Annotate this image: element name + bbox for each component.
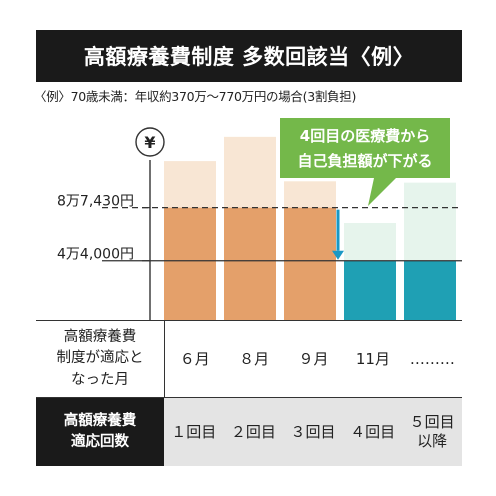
count-cell-text: ４回目: [350, 422, 396, 441]
count-cell-text: ５回目: [409, 413, 455, 432]
applied-month-header-line: 制度が適応と: [56, 350, 144, 367]
bar-total: [344, 223, 396, 261]
reduction-arrow-head: [332, 250, 344, 260]
count-cell-text: １回目: [171, 422, 217, 441]
applied-month-header-line: 高額療養費: [63, 329, 137, 346]
month-cell: ９月: [298, 349, 329, 368]
application-count-row: 高額療養費 適応回数 １回目 ２回目 ３回目 ４回目 ５回目 以降: [36, 398, 462, 466]
count-cell: １回目: [164, 398, 224, 466]
bar-total: [404, 182, 456, 261]
bar-total: [164, 161, 216, 208]
reference-line-label: 8万7,430円: [57, 194, 134, 210]
applied-month-header: 高額療養費 制度が適応と なった月: [36, 321, 165, 397]
count-cell-text: ２回目: [230, 422, 276, 441]
application-count-header: 高額療養費 適応回数: [36, 398, 164, 466]
info-table: 高額療養費 制度が適応と なった月 ６月 ８月 ９月 11月 ……… 高額療養費…: [36, 320, 462, 467]
bar-total: [224, 136, 276, 208]
count-cell-text: 以降: [417, 432, 448, 450]
chart-subtitle: 〈例〉70歳未満：年収約370万～770万円の場合(3割負担): [34, 89, 357, 104]
applied-month-header-line: なった月: [71, 371, 129, 388]
bar-paid: [404, 260, 456, 320]
callout-text: 自己負担額が下がる: [297, 152, 432, 170]
count-cell: ４回目: [343, 398, 403, 466]
bar-paid: [284, 207, 336, 320]
month-cell: ６月: [179, 349, 210, 368]
applied-month-row: 高額療養費 制度が適応と なった月 ６月 ８月 ９月 11月 ………: [36, 320, 462, 398]
month-cell: ………: [409, 349, 455, 368]
month-cell: 11月: [355, 349, 390, 368]
reference-line-label: 4万4,000円: [57, 247, 134, 263]
bar-paid: [344, 260, 396, 320]
application-count-header-line: 高額療養費: [63, 412, 137, 429]
chart-title: 高額療養費制度 多数回該当〈例〉: [36, 30, 462, 82]
month-cell: ８月: [239, 349, 270, 368]
callout-text: 4回目の医療費から: [300, 127, 430, 145]
yen-icon: [135, 127, 165, 157]
count-cell: ５回目 以降: [402, 398, 462, 466]
callout-bubble: [280, 118, 450, 206]
application-count-header-line: 適応回数: [71, 434, 129, 450]
bar-total: [284, 181, 336, 208]
bar-paid: [224, 207, 276, 320]
count-cell: ２回目: [224, 398, 284, 466]
count-cell-text: ３回目: [290, 422, 336, 441]
yen-symbol: ¥: [144, 133, 155, 152]
bar-paid: [164, 207, 216, 320]
count-cell: ３回目: [283, 398, 343, 466]
